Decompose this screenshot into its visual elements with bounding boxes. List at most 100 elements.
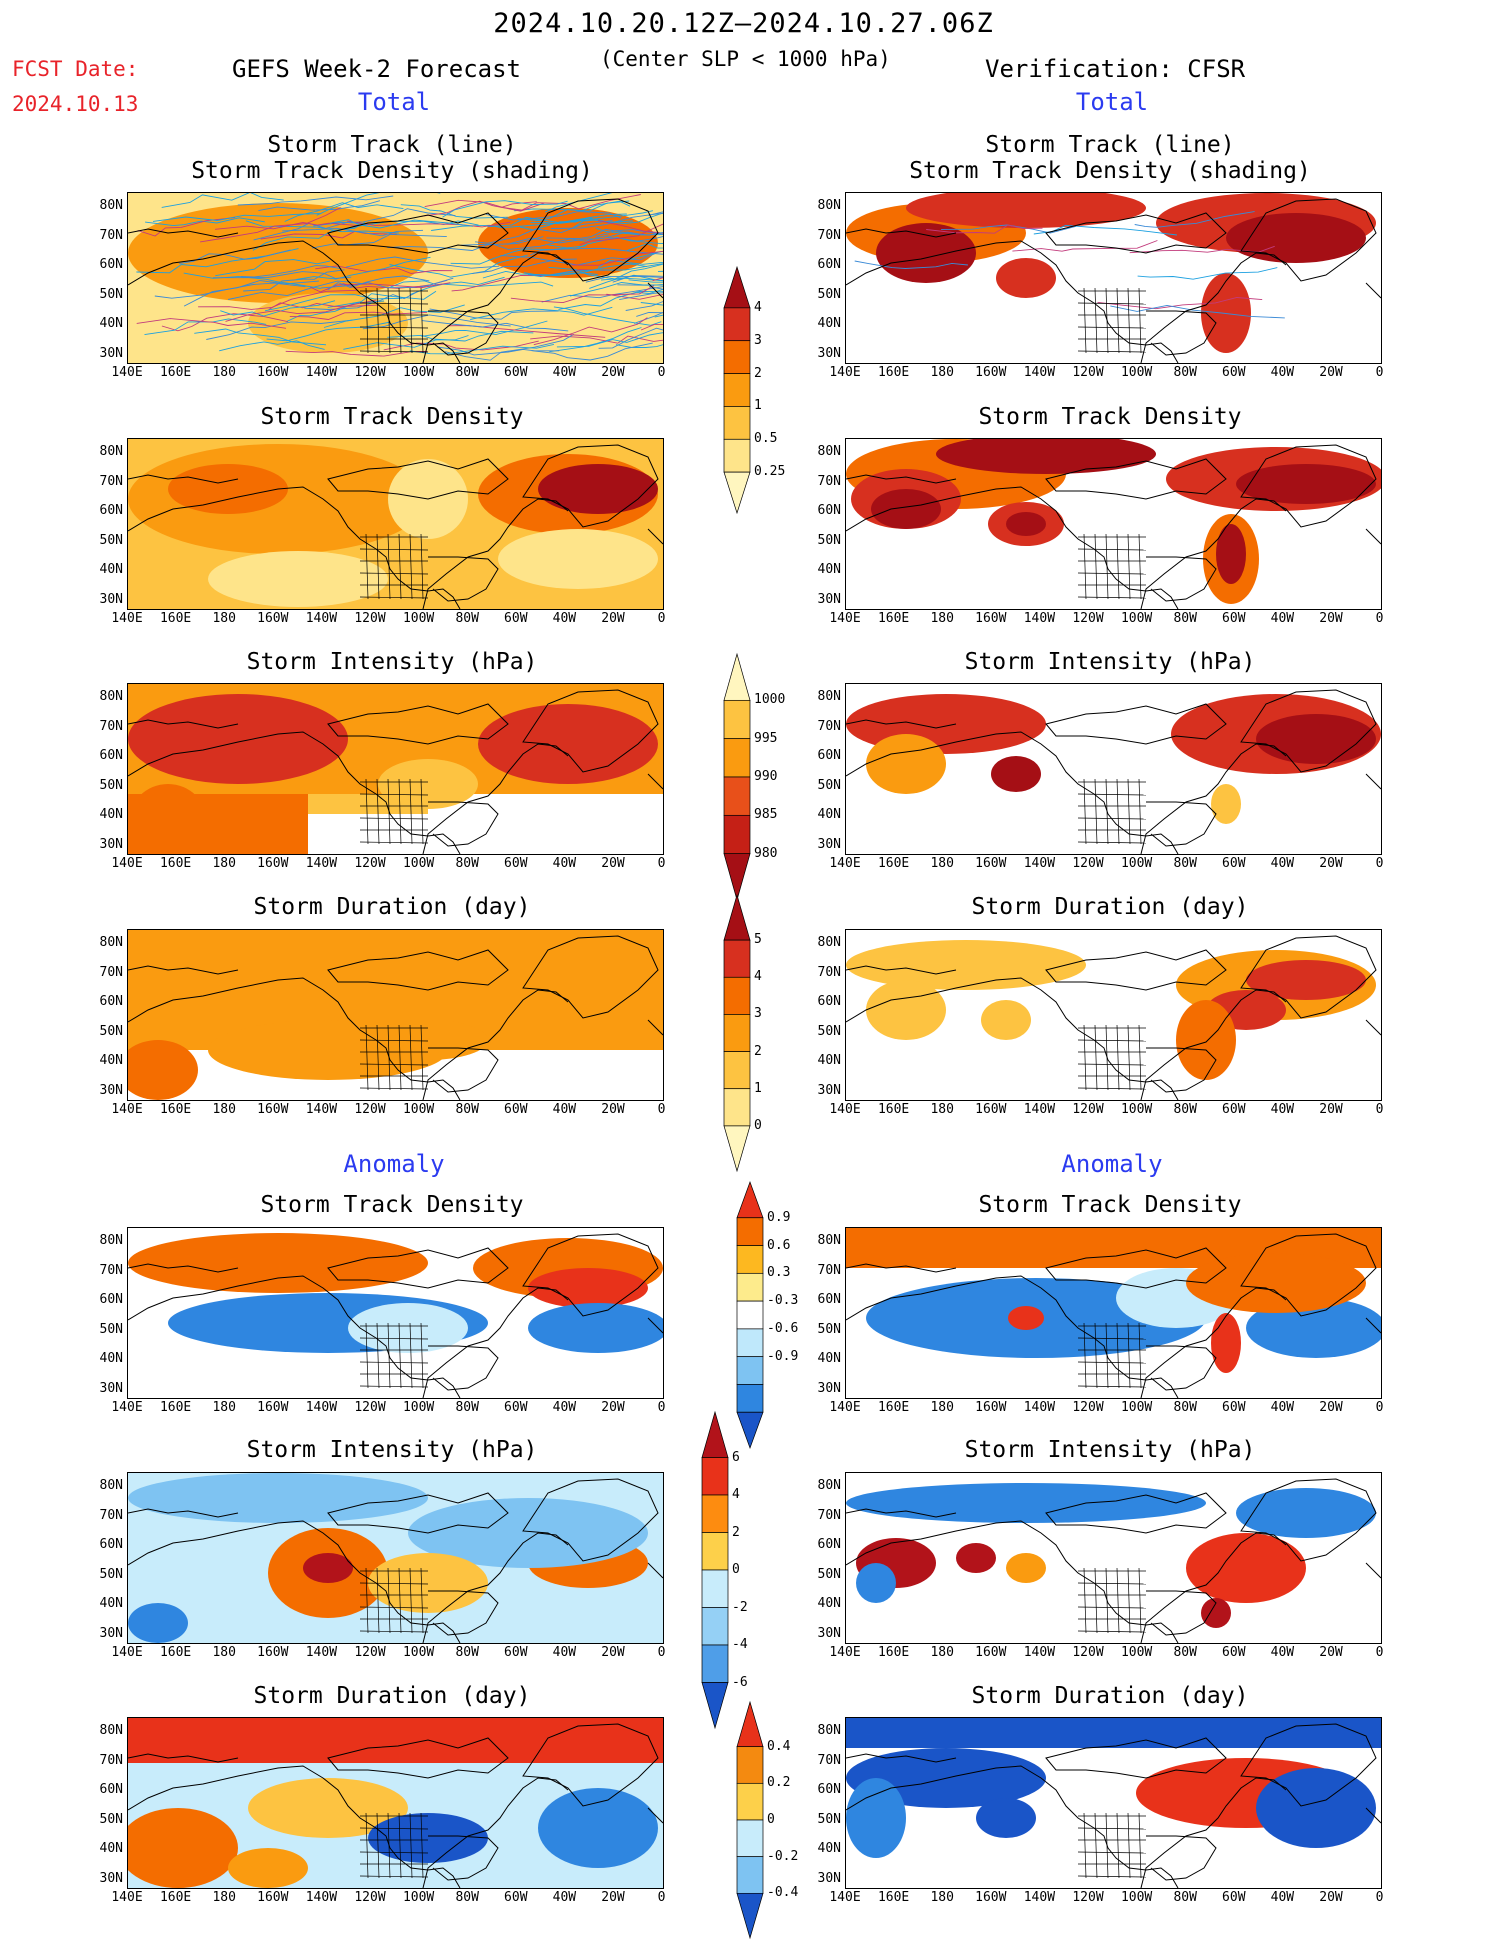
- lon-tick-label: 160E: [877, 611, 910, 626]
- lat-tick-label: 70N: [817, 1507, 841, 1523]
- lon-tick-label: 140W: [305, 1645, 338, 1660]
- lat-tick-label: 80N: [99, 1478, 123, 1493]
- lon-tick-label: 160E: [159, 1890, 192, 1905]
- lat-tick-label: 60N: [99, 748, 123, 763]
- title-track-line-left: Storm Track (line): [267, 132, 517, 158]
- lat-tick-label: 60N: [99, 257, 123, 272]
- lon-tick-label: 60W: [504, 856, 528, 871]
- lon-tick-label: 0: [657, 856, 666, 871]
- lon-tick-label: 100W: [1120, 611, 1153, 626]
- lon-tick-label: 80W: [1173, 1400, 1197, 1415]
- lat-tick-label: 40N: [99, 562, 123, 577]
- lon-tick-label: 160E: [877, 1102, 910, 1117]
- lat-tick-label: 60N: [817, 994, 841, 1009]
- lon-tick-label: 0: [657, 611, 666, 626]
- colorbar-tick-label: 0.6: [767, 1237, 791, 1253]
- section-anomaly-right: Anomaly: [1061, 1150, 1163, 1178]
- lon-tick-label: 160W: [975, 1645, 1007, 1660]
- lat-tick-label: 80N: [817, 1233, 841, 1248]
- lat-tick-label: 60N: [817, 257, 841, 272]
- lon-tick-label: 180: [930, 365, 954, 380]
- colorbar-tick-label: 0.3: [767, 1265, 791, 1281]
- lon-tick-label: 140E: [111, 856, 143, 871]
- lon-tick-label: 20W: [1319, 1890, 1343, 1905]
- lat-tick-label: 70N: [817, 1262, 841, 1278]
- lon-tick-label: 20W: [1319, 1102, 1343, 1117]
- lon-tick-label: 40W: [1270, 365, 1295, 380]
- lat-tick-label: 80N: [99, 198, 123, 213]
- colorbar-tick-label: 0.5: [754, 431, 778, 447]
- lon-tick-label: 180: [930, 1890, 954, 1905]
- lon-tick-label: 100W: [402, 1400, 435, 1415]
- lat-tick-label: 40N: [99, 1841, 123, 1856]
- map-panel-intensity-total-gefs: [127, 683, 664, 855]
- lon-tick-label: 40W: [552, 1890, 577, 1905]
- lat-tick-label: 70N: [99, 1752, 123, 1768]
- lon-tick-label: 20W: [1319, 611, 1343, 626]
- lat-tick-label: 60N: [817, 503, 841, 518]
- lon-tick-label: 20W: [1319, 365, 1343, 380]
- colorbar-tick-label: -0.2: [767, 1848, 799, 1864]
- colorbar-density_anom: [736, 1180, 764, 1450]
- lon-tick-label: 60W: [1222, 365, 1246, 380]
- title-intensity-right: Storm Intensity (hPa): [964, 649, 1256, 675]
- lon-tick-label: 40W: [552, 1645, 577, 1660]
- lat-tick-label: 50N: [99, 532, 123, 548]
- colorbar-tick-label: 2: [732, 1524, 740, 1540]
- lon-tick-label: 120W: [1072, 1645, 1104, 1660]
- map-panel-duration-total-cfsr: [845, 929, 1382, 1101]
- lon-tick-label: 60W: [504, 611, 528, 626]
- lat-tick-label: 30N: [99, 1380, 123, 1396]
- lat-tick-label: 40N: [817, 316, 841, 331]
- lon-tick-label: 80W: [1173, 365, 1197, 380]
- lat-tick-label: 70N: [99, 718, 123, 734]
- lon-tick-label: 60W: [504, 1645, 528, 1660]
- lat-tick-label: 30N: [817, 1380, 841, 1396]
- lon-tick-label: 100W: [1120, 1645, 1153, 1660]
- lat-tick-label: 60N: [817, 748, 841, 763]
- lon-tick-label: 60W: [504, 1890, 528, 1905]
- lon-tick-label: 180: [212, 1645, 236, 1660]
- colorbar-tick-label: -0.9: [767, 1348, 799, 1364]
- lat-tick-label: 60N: [99, 1537, 123, 1552]
- lon-tick-label: 0: [657, 1102, 666, 1117]
- lon-tick-label: 60W: [504, 1400, 528, 1415]
- lat-tick-label: 50N: [99, 1566, 123, 1582]
- lat-tick-label: 40N: [817, 1841, 841, 1856]
- lon-tick-label: 20W: [1319, 856, 1343, 871]
- lon-tick-label: 100W: [402, 1890, 435, 1905]
- lat-tick-label: 30N: [817, 345, 841, 361]
- lat-tick-label: 50N: [817, 1566, 841, 1582]
- lon-tick-label: 180: [212, 856, 236, 871]
- lat-tick-label: 60N: [99, 994, 123, 1009]
- lon-tick-label: 100W: [402, 1102, 435, 1117]
- lon-tick-label: 80W: [1173, 1890, 1197, 1905]
- colorbar-tick-label: 1: [754, 1080, 762, 1096]
- lat-tick-label: 60N: [817, 1537, 841, 1552]
- date-range-title: 2024.10.20.12Z—2024.10.27.06Z: [493, 8, 994, 39]
- lon-tick-label: 0: [1375, 365, 1384, 380]
- lat-tick-label: 70N: [817, 1752, 841, 1768]
- lon-tick-label: 140E: [829, 1400, 861, 1415]
- colorbar-tick-label: 2: [754, 365, 762, 381]
- lon-tick-label: 160E: [159, 856, 192, 871]
- lat-tick-label: 40N: [817, 562, 841, 577]
- colorbar-tick-label: -0.6: [767, 1320, 799, 1336]
- map-panel-density-total-gefs: [127, 438, 664, 610]
- colorbar-intensity_total: [723, 652, 751, 902]
- map-panel-track-total-cfsr: [845, 192, 1382, 364]
- lon-tick-label: 140E: [111, 1102, 143, 1117]
- lon-tick-label: 160W: [975, 1890, 1007, 1905]
- colorbar-tick-label: 2: [754, 1043, 762, 1059]
- slp-criterion: (Center SLP < 1000 hPa): [600, 47, 891, 71]
- lon-tick-label: 40W: [1270, 1890, 1295, 1905]
- lat-tick-label: 70N: [99, 964, 123, 980]
- lon-tick-label: 80W: [455, 611, 479, 626]
- lon-tick-label: 140E: [111, 1400, 143, 1415]
- title-anom-intensity-left: Storm Intensity (hPa): [246, 1437, 538, 1463]
- lon-tick-label: 0: [1375, 1102, 1384, 1117]
- fcst-date-label: FCST Date:: [12, 57, 139, 81]
- lon-tick-label: 140W: [305, 856, 338, 871]
- section-anomaly-left: Anomaly: [343, 1150, 445, 1178]
- lon-tick-label: 100W: [402, 611, 435, 626]
